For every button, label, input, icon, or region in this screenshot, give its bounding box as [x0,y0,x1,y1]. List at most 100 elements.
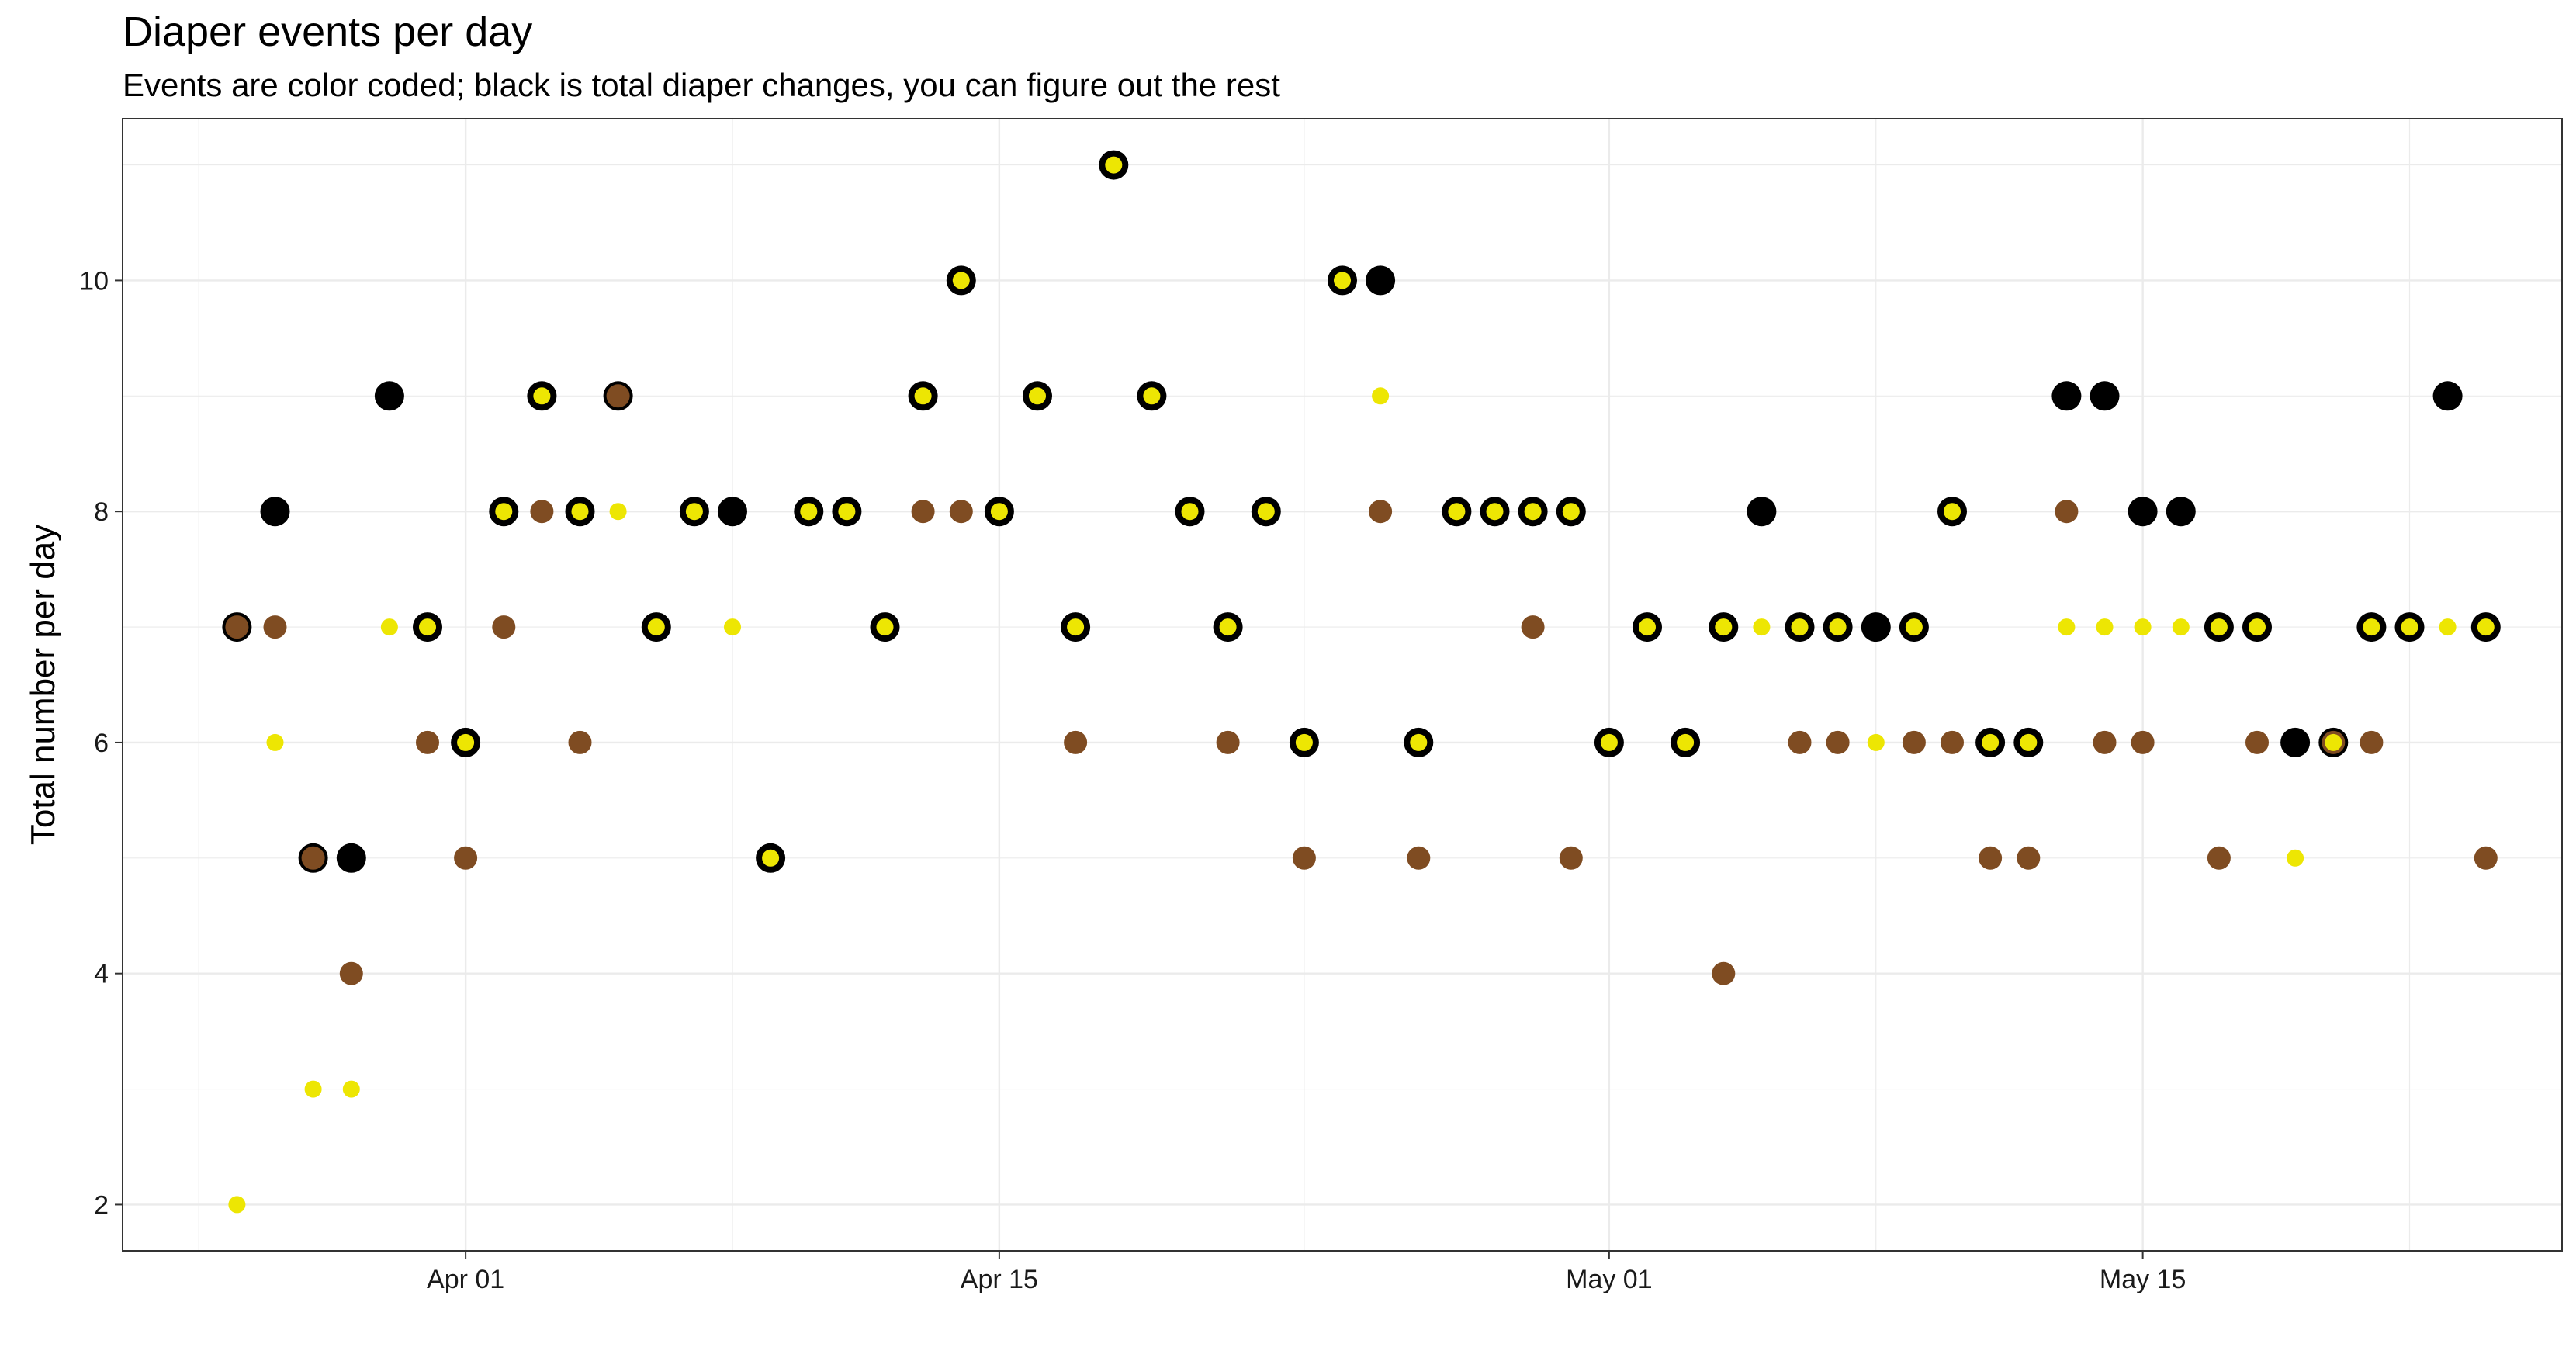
pee-point [342,1080,360,1098]
pee-point [838,503,856,521]
pee-point [914,387,932,405]
poop-point [2360,730,2384,754]
pee-point [457,733,475,751]
pee-point [2325,733,2342,751]
pee-point [2477,618,2495,636]
pee-point [1334,272,1351,289]
pee-point [609,503,627,521]
x-tick-label: May 01 [1566,1265,1653,1294]
poop-point [492,615,516,639]
poop-point [2093,730,2117,754]
pee-point [1600,733,1618,751]
pee-point [1181,503,1199,521]
x-tick-label: Apr 01 [427,1265,504,1294]
poop-point [1292,846,1316,870]
poop-point [1407,846,1431,870]
poop-point [949,500,973,524]
y-tick-label: 8 [94,497,109,527]
poop-point [1712,961,1736,985]
pee-point [724,618,741,636]
pee-point [1448,503,1466,521]
pee-point [2020,733,2038,751]
total-point [260,497,290,527]
pee-point [1372,387,1390,405]
total-point [1861,612,1891,642]
poop-point [263,615,287,639]
pee-point [495,503,513,521]
poop-point [911,500,935,524]
poop-point [1521,615,1545,639]
pee-point [2172,618,2190,636]
pee-point [2249,618,2266,636]
pee-point [1562,503,1580,521]
x-tick-label: Apr 15 [961,1265,1038,1294]
pee-point [1867,733,1885,751]
poop-point [1559,846,1583,870]
pee-point [952,272,970,289]
x-tick-label: May 15 [2100,1265,2186,1294]
pee-point [1791,618,1809,636]
pee-point [1067,618,1085,636]
poop-point [225,615,249,639]
pee-point [647,618,665,636]
pee-point [266,733,284,751]
pee-point [1143,387,1161,405]
pee-point [1982,733,2000,751]
pee-point [1905,618,1923,636]
pee-point [1715,618,1733,636]
poop-point [2207,846,2231,870]
poop-point [1216,730,1240,754]
pee-point [1639,618,1656,636]
total-point [2432,381,2463,411]
total-point [1747,497,1777,527]
pee-point [762,849,780,867]
total-point [2090,381,2120,411]
pee-point [1753,618,1771,636]
pee-point [800,503,818,521]
pee-point [1524,503,1542,521]
poop-point [1902,730,1926,754]
pee-point [304,1080,322,1098]
poop-point [301,846,325,870]
poop-point [1369,500,1393,524]
pee-point [1295,733,1313,751]
pee-point [685,503,703,521]
pee-point [2058,618,2076,636]
pee-point [1410,733,1428,751]
pee-point [1677,733,1695,751]
total-point [2051,381,2082,411]
pee-point [228,1196,246,1214]
poop-point [454,846,478,870]
y-tick-label: 4 [94,960,109,989]
points-layer [222,150,2501,1214]
y-axis-title: Total number per day [24,525,62,845]
poop-point [2017,846,2041,870]
y-tick-label: 10 [79,266,109,296]
total-point [718,497,747,527]
pee-point [1029,387,1046,405]
poop-point [1979,846,2003,870]
poop-point [530,500,554,524]
y-tick-label: 2 [94,1190,109,1220]
total-point [374,381,404,411]
poop-point [416,730,439,754]
total-point [2128,497,2158,527]
pee-point [380,618,398,636]
chart-subtitle: Events are color coded; black is total d… [123,67,1280,103]
pee-point [2439,618,2457,636]
pee-point [1257,503,1275,521]
pee-point [990,503,1008,521]
poop-point [1064,730,1088,754]
poop-point [1941,730,1964,754]
pee-point [876,618,894,636]
total-point [2166,497,2196,527]
poop-point [339,961,363,985]
pee-point [1219,618,1237,636]
poop-point [2245,730,2269,754]
poop-point [568,730,592,754]
total-point [336,843,366,873]
poop-point [1826,730,1850,754]
y-tick-label: 6 [94,729,109,758]
poop-point [606,384,630,408]
